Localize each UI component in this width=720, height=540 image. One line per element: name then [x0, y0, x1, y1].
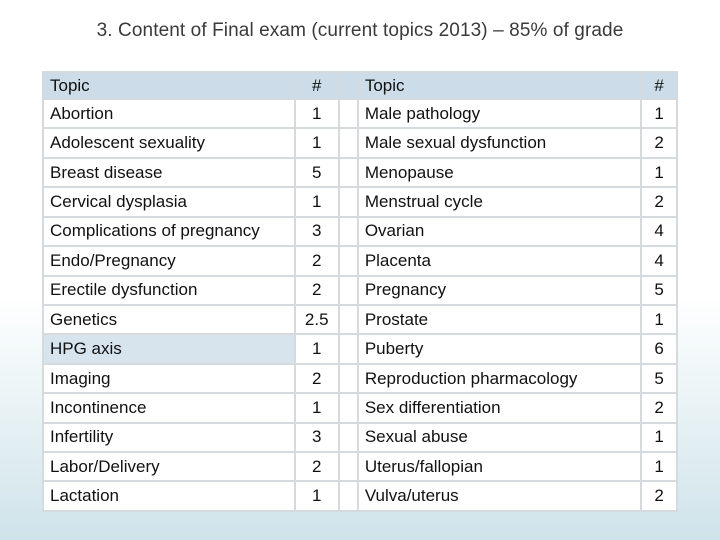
row-spacer [339, 335, 357, 363]
table-row: HPG axis 1 Puberty 6 [44, 335, 676, 363]
topic-left-cell: HPG axis [44, 335, 294, 363]
topic-right-cell: Male sexual dysfunction [358, 129, 641, 157]
topic-right-cell: Reproduction pharmacology [358, 364, 641, 393]
header-count-right: # [642, 73, 676, 98]
count-left-cell: 2 [295, 276, 338, 304]
topic-left-cell: Infertility [44, 423, 294, 452]
row-spacer [339, 276, 357, 304]
count-right-cell: 1 [642, 158, 676, 187]
topic-right-cell: Pregnancy [358, 276, 641, 304]
slide-title: 3. Content of Final exam (current topics… [96, 20, 624, 41]
topic-right-cell: Uterus/fallopian [358, 453, 641, 481]
table-header-row: Topic # Topic # [44, 73, 676, 98]
header-count-left: # [295, 73, 338, 98]
row-spacer [339, 217, 357, 246]
table-row: Genetics 2.5 Prostate 1 [44, 305, 676, 334]
count-right-cell: 1 [642, 305, 676, 334]
table-row: Erectile dysfunction 2 Pregnancy 5 [44, 276, 676, 304]
count-left-cell: 3 [295, 423, 338, 452]
topic-right-cell: Menopause [358, 158, 641, 187]
row-spacer [339, 482, 357, 510]
topic-left-cell: Incontinence [44, 394, 294, 422]
count-right-cell: 4 [642, 247, 676, 275]
count-right-cell: 2 [642, 482, 676, 510]
topic-left-cell: Imaging [44, 364, 294, 393]
topic-right-cell: Prostate [358, 305, 641, 334]
count-left-cell: 2 [295, 247, 338, 275]
count-left-cell: 1 [295, 188, 338, 216]
header-topic-left: Topic [44, 73, 294, 98]
topic-left-cell: Endo/Pregnancy [44, 247, 294, 275]
table-row: Abortion 1 Male pathology 1 [44, 100, 676, 128]
count-left-cell: 2 [295, 453, 338, 481]
table-body: Abortion 1 Male pathology 1 Adolescent sexua… [44, 100, 676, 510]
table-row: Complications of pregnancy 3 Ovarian 4 [44, 217, 676, 246]
count-right-cell: 5 [642, 364, 676, 393]
table-row: Labor/Delivery 2 Uterus/fallopian 1 [44, 453, 676, 481]
header-topic-right: Topic [358, 73, 641, 98]
topic-right-cell: Menstrual cycle [358, 188, 641, 216]
row-spacer [339, 453, 357, 481]
row-spacer [339, 394, 357, 422]
topic-left-cell: Lactation [44, 482, 294, 510]
topic-left-cell: Abortion [44, 100, 294, 128]
topic-right-cell: Placenta [358, 247, 641, 275]
row-spacer [339, 305, 357, 334]
topic-left-cell: Genetics [44, 305, 294, 334]
topic-right-cell: Vulva/uterus [358, 482, 641, 510]
topic-right-cell: Sex differentiation [358, 394, 641, 422]
count-left-cell: 1 [295, 129, 338, 157]
count-right-cell: 4 [642, 217, 676, 246]
topic-left-cell: Breast disease [44, 158, 294, 187]
header-spacer [339, 73, 357, 98]
count-right-cell: 1 [642, 453, 676, 481]
row-spacer [339, 100, 357, 128]
row-spacer [339, 158, 357, 187]
table-row: Adolescent sexuality 1 Male sexual dysfunc… [44, 129, 676, 157]
table-row: Lactation 1 Vulva/uterus 2 [44, 482, 676, 510]
table-row: Imaging 2 Reproduction pharmacology 5 [44, 364, 676, 393]
count-left-cell: 2.5 [295, 305, 338, 334]
count-right-cell: 1 [642, 100, 676, 128]
count-left-cell: 5 [295, 158, 338, 187]
row-spacer [339, 423, 357, 452]
exam-topics-table: Topic # Topic # Abortion 1 Male pathology 1… [42, 71, 678, 512]
topic-right-cell: Male pathology [358, 100, 641, 128]
count-right-cell: 2 [642, 129, 676, 157]
count-right-cell: 1 [642, 423, 676, 452]
topic-left-cell: Erectile dysfunction [44, 276, 294, 304]
count-right-cell: 5 [642, 276, 676, 304]
topic-right-cell: Puberty [358, 335, 641, 363]
count-right-cell: 2 [642, 394, 676, 422]
count-left-cell: 1 [295, 394, 338, 422]
count-right-cell: 2 [642, 188, 676, 216]
exam-topics-table-container: Topic # Topic # Abortion 1 Male pathology 1… [42, 71, 678, 512]
topic-left-cell: Adolescent sexuality [44, 129, 294, 157]
count-left-cell: 1 [295, 100, 338, 128]
row-spacer [339, 247, 357, 275]
topic-right-cell: Sexual abuse [358, 423, 641, 452]
topic-left-cell: Labor/Delivery [44, 453, 294, 481]
table-row: Endo/Pregnancy 2 Placenta 4 [44, 247, 676, 275]
table-row: Infertility 3 Sexual abuse 1 [44, 423, 676, 452]
table-row: Breast disease 5 Menopause 1 [44, 158, 676, 187]
count-left-cell: 1 [295, 482, 338, 510]
count-left-cell: 1 [295, 335, 338, 363]
count-left-cell: 3 [295, 217, 338, 246]
row-spacer [339, 364, 357, 393]
topic-left-cell: Complications of pregnancy [44, 217, 294, 246]
count-left-cell: 2 [295, 364, 338, 393]
table-row: Cervical dysplasia 1 Menstrual cycle 2 [44, 188, 676, 216]
table-row: Incontinence 1 Sex differentiation 2 [44, 394, 676, 422]
row-spacer [339, 129, 357, 157]
topic-left-cell: Cervical dysplasia [44, 188, 294, 216]
topic-right-cell: Ovarian [358, 217, 641, 246]
row-spacer [339, 188, 357, 216]
count-right-cell: 6 [642, 335, 676, 363]
